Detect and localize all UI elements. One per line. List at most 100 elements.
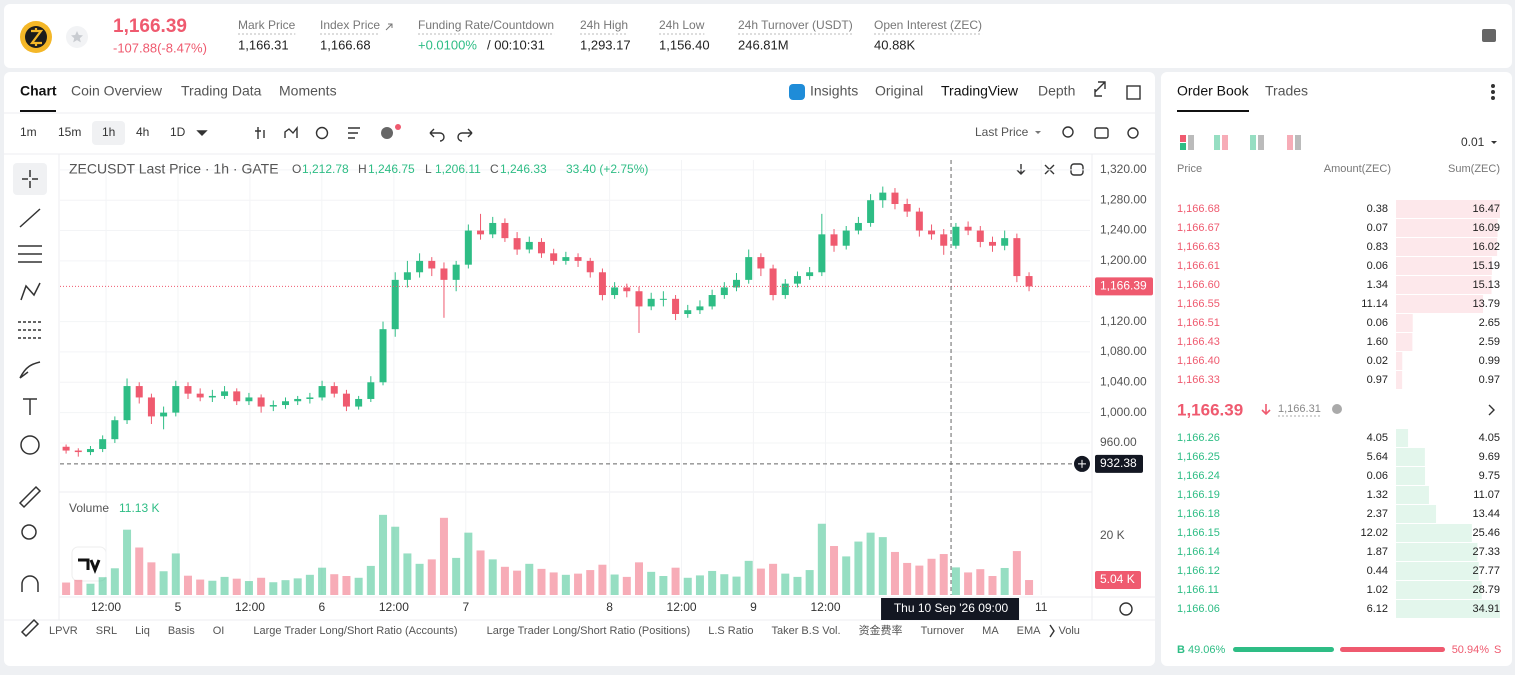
volume-bar	[793, 576, 802, 595]
volume-bar	[244, 581, 253, 595]
add-icon[interactable]	[381, 127, 393, 139]
indicator[interactable]: LPVR	[49, 625, 78, 637]
layout-icon[interactable]	[1295, 135, 1301, 150]
candle-body	[318, 386, 326, 398]
y-tick-label: 1,320.00	[1100, 162, 1147, 176]
indicator[interactable]: Basis	[168, 625, 195, 637]
view-tab[interactable]: Original	[875, 83, 923, 99]
mid-arrow[interactable]	[1488, 404, 1495, 416]
fullscreen-icon[interactable]	[1094, 81, 1106, 97]
book-tab[interactable]: Trades	[1265, 83, 1308, 99]
indicator[interactable]: Large Trader Long/Short Ratio (Accounts)	[253, 625, 457, 637]
view-tab[interactable]: Insights	[810, 83, 858, 99]
interval[interactable]: 1D	[170, 125, 186, 139]
tool-emoji[interactable]	[20, 435, 40, 455]
interval[interactable]: 4h	[136, 125, 149, 139]
indicator[interactable]: L.S Ratio	[708, 625, 753, 637]
x-tick-label: 7	[462, 600, 469, 614]
indicator[interactable]: Turnover	[921, 625, 965, 637]
indicator[interactable]: Large Trader Long/Short Ratio (Positions…	[487, 625, 691, 637]
layout-icon[interactable]	[1222, 135, 1228, 150]
menu-dot[interactable]	[1490, 83, 1495, 88]
candle-body	[489, 222, 497, 235]
volume-bar	[574, 573, 583, 595]
indicator[interactable]: OI	[213, 625, 225, 637]
precision[interactable]: 0.01	[1461, 135, 1485, 149]
tool-text[interactable]	[23, 398, 37, 415]
interval[interactable]: 15m	[58, 125, 81, 139]
chart-arrow[interactable]	[1016, 164, 1026, 175]
redo-icon[interactable]	[457, 128, 473, 142]
indicator-more[interactable]	[1049, 624, 1055, 638]
view-tab[interactable]: TradingView	[941, 83, 1019, 99]
tool-crosshair[interactable]	[22, 170, 38, 188]
volume-value: 11.13 K	[119, 501, 159, 515]
book-amount: 1.02	[1367, 584, 1388, 596]
crosshair-x-tag	[881, 598, 1020, 620]
candle-body	[428, 260, 436, 269]
volume-bar	[476, 550, 485, 595]
template-icon[interactable]	[348, 127, 360, 139]
volume-bar	[976, 569, 985, 595]
tab[interactable]: Coin Overview	[71, 83, 163, 99]
volume-bar	[549, 572, 558, 595]
tab[interactable]: Moments	[279, 83, 337, 99]
axis-settings[interactable]	[1119, 602, 1133, 616]
layout-icon[interactable]	[1180, 135, 1186, 142]
candle-type-icon[interactable]	[255, 127, 265, 139]
layout-icon[interactable]	[1258, 135, 1264, 150]
book-header: Price	[1177, 163, 1202, 175]
view-tab[interactable]: Depth	[1038, 83, 1075, 99]
undo-icon[interactable]	[429, 128, 445, 142]
indicator[interactable]: Liq	[135, 625, 150, 637]
indicator[interactable]: SRL	[96, 625, 117, 637]
settings-icon[interactable]	[1127, 127, 1139, 139]
interval[interactable]: 1m	[20, 125, 37, 139]
tool-line[interactable]	[19, 208, 41, 228]
price-source[interactable]: Last Price	[975, 125, 1029, 139]
camera-icon[interactable]	[1094, 127, 1109, 139]
tool-active[interactable]	[13, 163, 47, 195]
dropdown-arrow[interactable]	[1491, 141, 1497, 144]
layout-icon[interactable]	[1180, 143, 1186, 150]
candle-body	[62, 446, 70, 451]
tool-pencil[interactable]	[20, 618, 40, 638]
tab[interactable]: Trading Data	[181, 83, 262, 99]
dropdown-arrow[interactable]	[196, 130, 208, 136]
volume-bar	[586, 570, 595, 595]
tool-pattern[interactable]	[20, 282, 41, 301]
legend-value: 1,246.75	[368, 162, 415, 176]
indicator-icon[interactable]	[284, 126, 298, 138]
menu-dot[interactable]	[1490, 95, 1495, 100]
tool-magnet[interactable]	[21, 575, 39, 592]
candle-body	[452, 264, 460, 280]
indicator[interactable]: EMA	[1017, 625, 1042, 637]
stat-label: Mark Price	[238, 18, 296, 32]
search-icon[interactable]	[1062, 126, 1074, 138]
interval[interactable]: 1h	[102, 125, 115, 139]
indicator[interactable]: MA	[982, 625, 999, 637]
volume-bar	[74, 579, 83, 595]
candle-body	[403, 272, 411, 280]
layout-icon[interactable]	[1287, 135, 1293, 150]
candle-body	[294, 398, 302, 402]
tool-zoom[interactable]	[21, 524, 37, 540]
tool-ruler[interactable]	[18, 485, 42, 509]
book-tab[interactable]: Order Book	[1177, 83, 1250, 99]
indicator[interactable]: Volu	[1059, 625, 1080, 637]
replay-icon[interactable]	[315, 126, 329, 140]
layout-icon[interactable]	[1250, 135, 1256, 150]
book-icon[interactable]	[1482, 29, 1496, 42]
indicator[interactable]: 资金费率	[859, 623, 903, 637]
window-icon[interactable]	[1126, 85, 1141, 100]
layout-icon[interactable]	[1188, 135, 1194, 150]
tool-fib[interactable]	[18, 321, 42, 339]
volume-bar	[927, 558, 936, 595]
indicator[interactable]: Taker B.S Vol.	[771, 625, 840, 637]
layout-icon[interactable]	[1214, 135, 1220, 150]
tool-brush[interactable]	[19, 361, 41, 379]
tab[interactable]: Chart	[20, 83, 57, 99]
menu-dot[interactable]	[1490, 89, 1495, 94]
tool-channel[interactable]	[18, 245, 42, 263]
book-sum: 28.79	[1472, 584, 1500, 596]
